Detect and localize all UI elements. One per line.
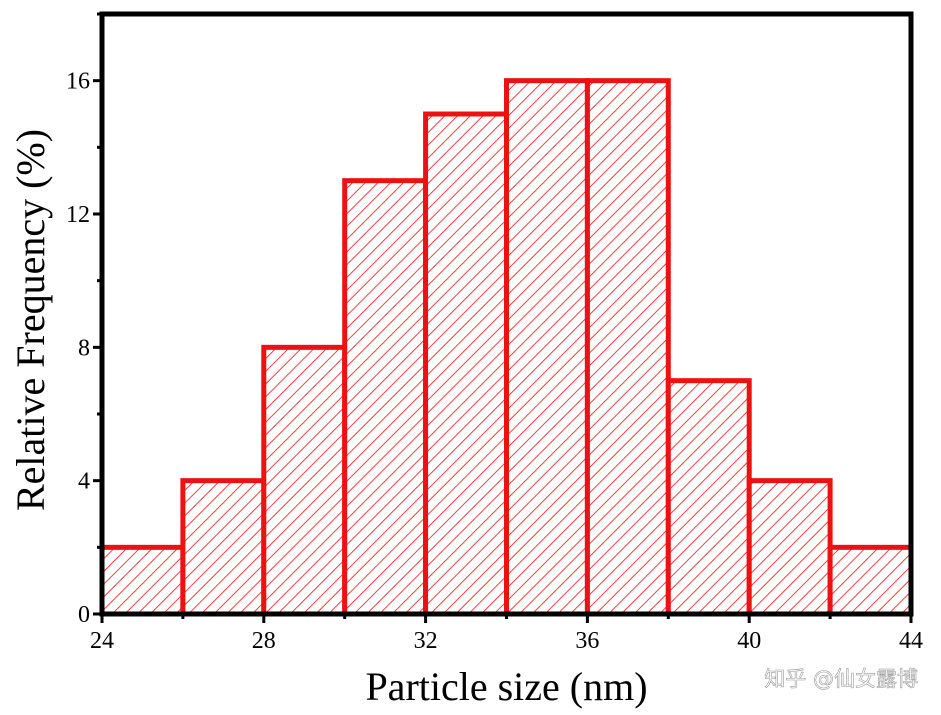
bars-group <box>99 78 914 617</box>
histogram-bar-4 <box>423 111 510 617</box>
axis-ticks: 24 28 32 36 40 44 0 4 8 12 16 <box>66 12 923 654</box>
y-axis-title: Relative Frequency (%) <box>8 129 53 511</box>
x-tick-label: 36 <box>575 628 599 654</box>
y-tick-label: 4 <box>78 469 90 495</box>
histogram-bar-2 <box>261 344 348 617</box>
watermark-text: 知乎 @仙女露博 <box>764 667 918 691</box>
histogram-bar-7 <box>665 378 752 617</box>
y-tick-label: 12 <box>66 202 90 228</box>
histogram-bar-3 <box>342 178 429 617</box>
histogram-bar-6 <box>584 78 671 617</box>
x-tick-label: 32 <box>414 628 438 654</box>
histogram-bar-5 <box>504 78 590 617</box>
histogram-bar-0 <box>99 544 186 617</box>
x-tick-label: 24 <box>90 628 114 654</box>
y-tick-label: 0 <box>78 602 90 628</box>
x-axis-title: Particle size (nm) <box>365 664 647 709</box>
histogram-bar-8 <box>746 478 833 617</box>
x-tick-label: 40 <box>737 628 761 654</box>
x-tick-label: 44 <box>899 628 923 654</box>
y-tick-label: 8 <box>78 335 90 361</box>
y-tick-label: 16 <box>66 69 90 95</box>
x-tick-label: 28 <box>252 628 276 654</box>
histogram-bar-1 <box>180 478 267 617</box>
histogram-bar-9 <box>827 544 914 617</box>
